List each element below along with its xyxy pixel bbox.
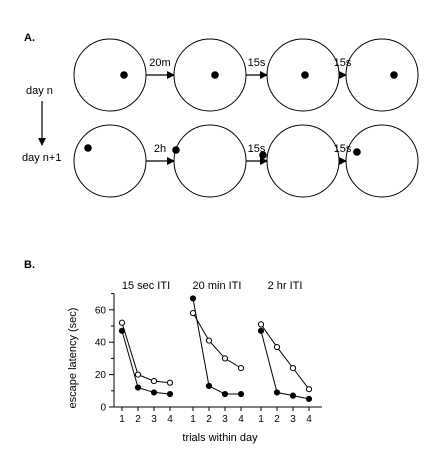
x-tick-label: 4 (306, 414, 312, 425)
row-label-day-n-plus-1: day n+1 (22, 152, 61, 164)
data-point-open (189, 309, 197, 317)
x-tick-label: 4 (238, 414, 244, 425)
x-tick-label: 2 (135, 414, 141, 425)
data-point-open (237, 365, 245, 372)
platform-dot (259, 151, 267, 159)
x-tick-label: 3 (222, 414, 228, 425)
data-point-filled (221, 390, 229, 398)
data-point-open (257, 321, 265, 328)
x-axis-label: trials within day (182, 432, 258, 444)
series-line-filled (121, 330, 171, 395)
x-tick-label: 1 (258, 414, 264, 425)
y-axis-label: escape latency (sec) (67, 308, 79, 409)
x-tick-label: 1 (190, 414, 196, 425)
data-point-filled (273, 389, 281, 396)
data-point-filled (189, 295, 197, 302)
platform-dot (172, 146, 180, 154)
pool-circle (73, 124, 147, 198)
data-point-filled (205, 382, 213, 390)
panel-a: A. day n day n+1 20m 15s 15s 2h 15s 15s (22, 32, 419, 198)
pool-circle (345, 124, 419, 198)
pool-circle (73, 38, 147, 112)
platform-dot (301, 71, 309, 79)
panel-b-label: B. (24, 259, 35, 271)
interval-label: 15s (334, 57, 352, 69)
interval-label: 20m (149, 57, 170, 69)
data-point-open (166, 379, 174, 386)
platform-dot (120, 71, 128, 79)
x-tick-label: 3 (290, 414, 296, 425)
row-label-day-n: day n (26, 85, 53, 97)
data-point-open (273, 343, 281, 351)
y-tick-label: 20 (95, 370, 107, 381)
series-line-open (192, 312, 242, 369)
pool-circle (173, 38, 247, 112)
interval-label: 2h (154, 143, 166, 155)
platform-dot (211, 71, 219, 79)
series-line-filled (260, 330, 310, 400)
pool-circle (266, 124, 340, 198)
interval-label: 15s (334, 143, 352, 155)
series-line-filled (192, 298, 241, 395)
data-point-filled (257, 327, 265, 334)
data-point-open (150, 377, 158, 385)
series-line-open (121, 322, 171, 384)
data-point-filled (150, 389, 158, 396)
pool-circle (173, 124, 247, 198)
group-title: 20 min ITI (193, 280, 242, 292)
interval-label: 15s (248, 143, 266, 155)
data-point-filled (289, 392, 297, 399)
y-tick-label: 0 (100, 403, 106, 414)
series-line-open (260, 324, 310, 390)
data-point-open (205, 337, 213, 344)
interval-label: 15s (248, 57, 266, 69)
x-tick-label: 3 (151, 414, 157, 425)
group-title: 15 sec ITI (122, 280, 170, 292)
data-point-open (134, 371, 142, 378)
data-point-open (118, 319, 126, 326)
group-title: 2 hr ITI (268, 280, 303, 292)
data-point-open (221, 355, 229, 362)
pool-circle (345, 38, 419, 112)
platform-dot (84, 144, 92, 152)
x-tick-label: 4 (167, 414, 173, 425)
data-point-open (305, 386, 313, 393)
x-tick-label: 2 (274, 414, 280, 425)
data-point-open (289, 365, 297, 372)
x-tick-label: 1 (119, 414, 125, 425)
platform-dot (353, 148, 361, 156)
panel-b: B. escape latency (sec) trials within da… (24, 259, 322, 444)
data-point-filled (118, 327, 126, 334)
y-tick-label: 60 (95, 305, 107, 316)
panel-a-label: A. (24, 32, 35, 44)
data-point-filled (166, 390, 174, 398)
y-tick-label: 40 (95, 338, 107, 349)
data-point-filled (237, 390, 245, 398)
platform-dot (390, 71, 398, 79)
data-point-filled (305, 395, 313, 402)
x-tick-label: 2 (206, 414, 212, 425)
data-point-filled (134, 384, 142, 391)
